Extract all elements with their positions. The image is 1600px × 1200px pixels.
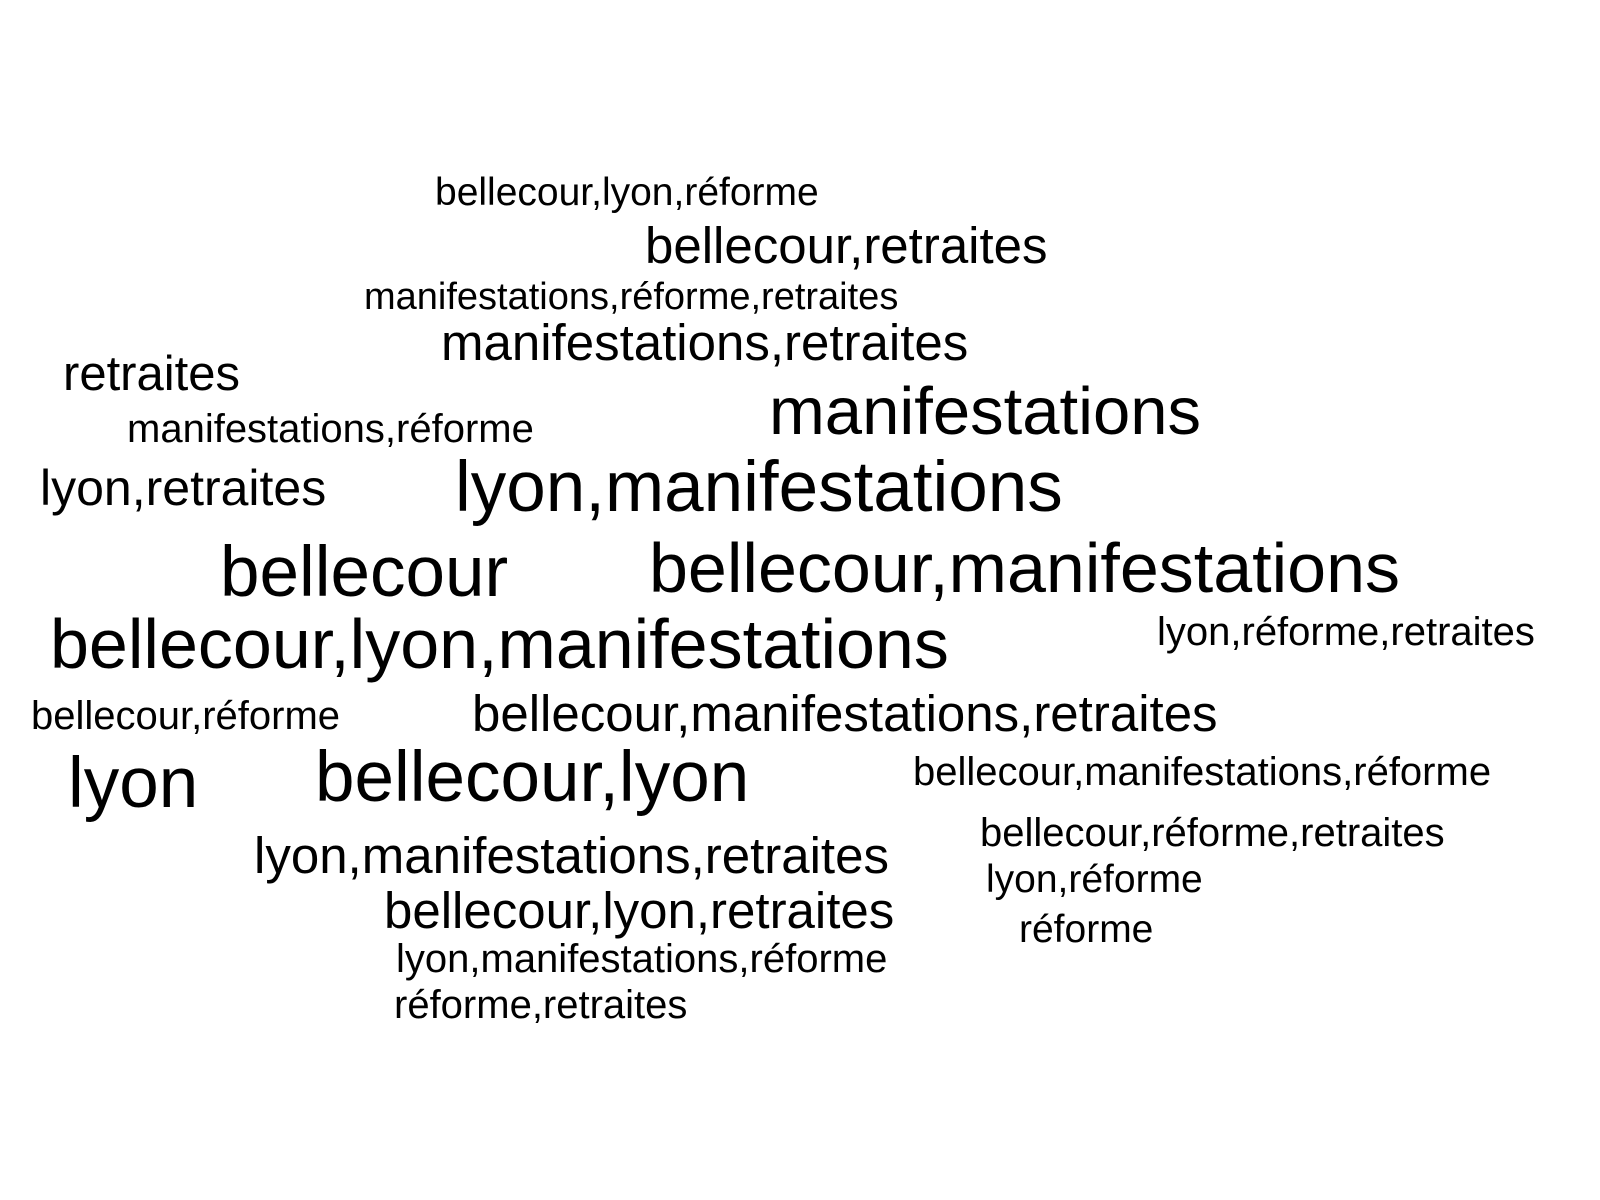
- word-lyon-retraites: lyon,retraites: [40, 460, 327, 516]
- word-lyon-manifestations-reforme: lyon,manifestations,réforme: [396, 937, 888, 981]
- word-bellecour: bellecour: [220, 533, 509, 612]
- word-lyon-reforme-retraites: lyon,réforme,retraites: [1157, 610, 1535, 654]
- word-bellecour-manifestations: bellecour,manifestations: [649, 529, 1400, 607]
- word-reforme-retraites: réforme,retraites: [394, 983, 688, 1027]
- word-bellecour-lyon-reforme: bellecour,lyon,réforme: [435, 171, 819, 214]
- word-reforme: réforme: [1019, 908, 1154, 951]
- word-lyon-manifestations: lyon,manifestations: [455, 448, 1063, 527]
- word-manifestations-reforme-retraites: manifestations,réforme,retraites: [364, 276, 899, 318]
- word-retraites: retraites: [63, 347, 241, 401]
- word-bellecour-manifestations-retraites: bellecour,manifestations,retraites: [472, 685, 1218, 742]
- word-bellecour-lyon-retraites: bellecour,lyon,retraites: [384, 882, 895, 939]
- word-bellecour-lyon-manifestations: bellecour,lyon,manifestations: [50, 605, 949, 683]
- word-bellecour-reforme: bellecour,réforme: [31, 694, 341, 738]
- word-lyon-reforme: lyon,réforme: [986, 858, 1203, 901]
- word-manifestations-reforme: manifestations,réforme: [127, 407, 534, 451]
- word-lyon: lyon: [68, 744, 199, 823]
- word-bellecour-retraites: bellecour,retraites: [645, 217, 1048, 274]
- word-manifestations: manifestations: [769, 374, 1201, 449]
- word-bellecour-lyon: bellecour,lyon: [315, 738, 750, 817]
- word-manifestations-retraites: manifestations,retraites: [441, 314, 969, 371]
- word-lyon-manifestations-retraites: lyon,manifestations,retraites: [254, 827, 889, 884]
- word-bellecour-manifestations-reforme: bellecour,manifestations,réforme: [913, 750, 1492, 794]
- word-bellecour-reforme-retraites: bellecour,réforme,retraites: [980, 811, 1445, 855]
